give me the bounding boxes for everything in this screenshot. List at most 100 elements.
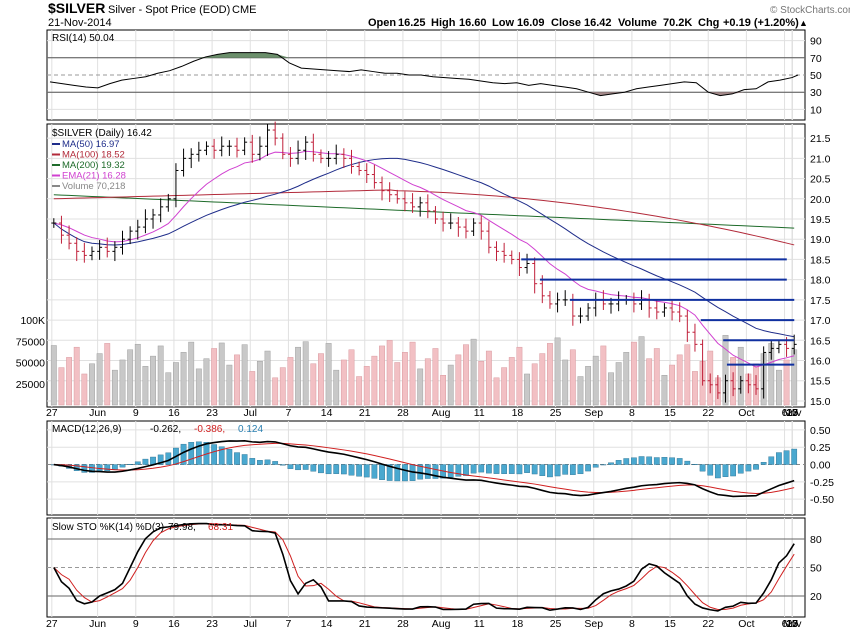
ohlc-bar [310,133,316,162]
x-tick-label: 27 [786,618,798,630]
macd-histogram-bar [753,464,759,470]
ohlc-bar [768,339,774,360]
volume-bar [348,349,355,406]
ohlc-bar [478,215,484,240]
ohlc-bar [211,138,217,159]
volume-bar [478,360,485,406]
volume-bar [333,369,340,406]
macd-y-tick: -0.25 [810,477,834,489]
ohlc-bar [242,137,248,156]
macd-histogram-bar [356,464,362,477]
macd-histogram-bar [371,464,378,479]
rsi-overbought-fill [50,52,798,58]
macd-histogram-bar [447,464,454,478]
x-tick-label: 8 [629,407,635,419]
x-tick-label: Jul [244,407,257,419]
macd-histogram-bar [768,456,775,465]
macd-histogram-bar [783,450,790,465]
ohlc-bar [684,309,690,342]
volume-bar [547,343,553,406]
macd-histogram-bar [402,464,408,482]
volume-bar [394,362,401,406]
x-tick-label: 6 [782,618,788,630]
volume-bar [722,335,729,406]
x-tick-label: 16 [168,618,180,630]
volume-bar [409,341,416,406]
volume-bar [104,343,111,406]
macd-histogram-bar [585,464,591,472]
macd-histogram-bar [486,464,492,474]
legend-entry: EMA(21) 16.28 [62,171,126,182]
x-tick-label: 17 [786,407,798,419]
macd-y-tick: 0.50 [810,425,831,437]
x-tick-label: Aug [432,618,451,630]
x-tick-label: Sep [584,407,603,419]
sto-title-value: 79.98, [168,522,196,533]
ohlc-bar [196,141,202,162]
ohlc-bar [700,339,706,386]
macd-histogram-bar [524,464,530,473]
macd-histogram-bar [776,452,782,465]
volume-bar [608,372,614,406]
ohlc-bar [341,148,347,169]
volume-bar [127,349,134,406]
x-tick-label: Jun [89,407,106,419]
ohlc-bar [348,149,354,174]
volume-bar [432,348,439,406]
macd-histogram-bar [211,444,217,465]
macd-title-value: -0.262, [150,424,181,435]
volume-bar [287,357,294,406]
ohlc-bar [410,193,416,213]
watermark: © StockCharts.com [770,5,850,16]
ohlc-bar [425,194,431,219]
volume-bar [325,343,332,406]
ohlc-bar [287,147,293,167]
macd-histogram-bar [333,464,340,474]
ohlc-bar [333,144,339,165]
x-tick-label: 20 [786,407,798,419]
volume-value: 70.2K [663,17,692,29]
volume-bar [89,363,95,406]
ohlc-bar [66,225,72,250]
volume-bar [653,348,660,406]
volume-bar [157,345,164,406]
macd-series [50,440,798,498]
volume-bar [569,349,576,406]
macd-histogram-bar [89,464,95,473]
ohlc-bar [120,230,126,255]
ohlc-bar [486,221,492,254]
ohlc-bar [509,250,515,265]
macd-histogram-bar [325,464,332,475]
low-value: 16.09 [517,17,545,29]
macd-histogram-bar [730,464,736,477]
x-tick-label: 21 [359,407,371,419]
ohlc-bar [654,299,660,320]
x-tick-label: 18 [512,618,524,630]
ohlc-bar [295,140,301,165]
price-y-tick: 17.0 [810,315,831,327]
ohlc-bar [471,218,477,236]
close-value: 16.42 [584,17,612,29]
ohlc-bar [516,252,522,277]
macd-histogram-bar [722,464,729,477]
ohlc-bar [753,375,759,395]
macd-histogram-bar [760,462,767,465]
volume-bar [180,352,187,406]
price-y-tick: 20.5 [810,174,831,186]
ohlc-bar [722,374,728,403]
ohlc-bar [730,372,736,397]
macd-histogram-bar [424,464,431,479]
volume-bar [501,367,508,406]
macd-histogram-bar [554,464,561,477]
volume-bar [692,371,698,406]
macd-histogram-bar [516,464,523,475]
macd-histogram-bar [104,464,111,472]
volume-bar [234,354,240,406]
close-label: Close [551,17,581,29]
x-tick-label: 27 [46,407,58,419]
sto-series [53,522,795,612]
macd-histogram-bar [455,464,462,477]
rsi-y-tick: 10 [810,104,822,116]
x-tick-label: 15 [664,618,676,630]
ohlc-bar [402,191,408,212]
